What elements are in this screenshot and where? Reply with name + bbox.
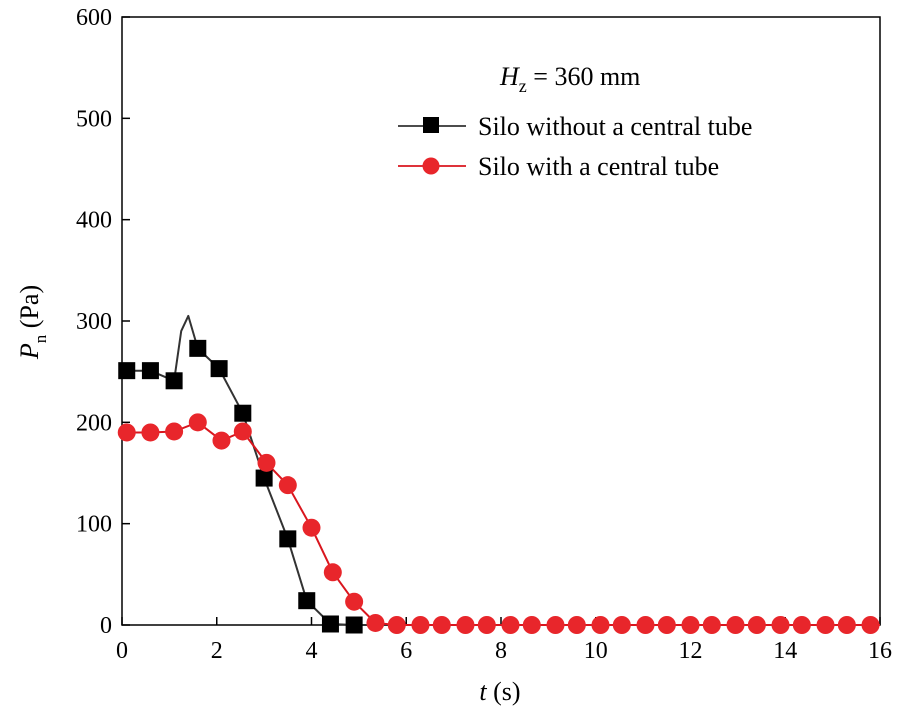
series-1-point-33 — [861, 616, 880, 634]
series-1-point-3 — [188, 413, 207, 432]
y-tick-label-1: 100 — [76, 512, 112, 538]
series-0-point-1 — [141, 362, 159, 380]
series-line-0 — [126, 314, 880, 626]
series-1-point-22 — [612, 616, 631, 634]
series-1-point-20 — [567, 616, 586, 634]
series-1-point-15 — [456, 616, 475, 634]
x-tick-label-1: 2 — [211, 638, 223, 664]
series-1-point-24 — [657, 616, 676, 634]
series-1-point-16 — [477, 616, 496, 634]
series-0-point-10 — [345, 616, 363, 634]
y-axis-var: P — [15, 343, 44, 360]
legend: Silo without a central tube Silo with a … — [398, 112, 752, 181]
series-0-point-4 — [210, 360, 228, 378]
series-1-point-25 — [681, 616, 700, 634]
series-1-point-31 — [816, 616, 835, 634]
series-1-point-11 — [366, 613, 385, 632]
series-1-point-27 — [726, 616, 745, 634]
series-0-point-7 — [279, 530, 297, 548]
series-0-point-0 — [118, 362, 136, 380]
series-line-1 — [126, 421, 880, 626]
y-tick-label-5: 500 — [76, 106, 112, 132]
series-1-point-30 — [792, 616, 811, 634]
y-tick-label-0: 0 — [100, 613, 112, 639]
series-0-point-5 — [234, 404, 252, 422]
y-tick-label-2: 200 — [76, 410, 112, 436]
annotation-text: = 360 mm — [527, 62, 641, 91]
series-1-point-18 — [522, 616, 541, 634]
series-0-point-9 — [321, 615, 339, 633]
series-1-point-21 — [591, 616, 610, 634]
series-0-point-8 — [298, 592, 316, 610]
series-1-point-32 — [837, 616, 856, 634]
series-1-point-8 — [302, 518, 321, 537]
series-1-point-19 — [546, 616, 565, 634]
y-axis-sub: n — [31, 334, 50, 343]
plot-frame — [121, 16, 881, 626]
series-1-point-7 — [278, 476, 297, 495]
legend-marker-0 — [423, 117, 439, 133]
y-tick-label-6: 600 — [76, 5, 112, 31]
series-0-point-6 — [255, 469, 273, 487]
series-1-point-17 — [501, 616, 520, 634]
x-tick-label-5: 10 — [584, 638, 608, 664]
x-tick-label-2: 4 — [306, 638, 318, 664]
y-tick-label-3: 300 — [76, 309, 112, 335]
x-tick-label-4: 8 — [495, 638, 507, 664]
annotation-sub: z — [519, 76, 527, 96]
x-tick-label-0: 0 — [116, 638, 128, 664]
series-lines — [126, 314, 880, 626]
series-1-point-26 — [702, 616, 721, 634]
series-1-point-29 — [771, 616, 790, 634]
series-1-point-9 — [323, 563, 342, 582]
series-markers — [117, 339, 880, 634]
x-tick-label-3: 6 — [400, 638, 412, 664]
series-1-point-2 — [165, 422, 184, 441]
y-tick-label-4: 400 — [76, 208, 112, 234]
annotation-var: H — [499, 62, 520, 91]
series-1-point-0 — [117, 423, 136, 442]
series-1-point-10 — [345, 592, 364, 611]
x-axis-label: t (s) — [479, 677, 520, 706]
series-1-point-14 — [432, 616, 451, 634]
x-tick-label-6: 12 — [679, 638, 703, 664]
series-1-point-5 — [233, 422, 252, 441]
x-axis-var: t — [479, 677, 487, 706]
x-axis-unit: (s) — [487, 677, 521, 706]
series-0-point-3 — [189, 339, 207, 357]
series-1-point-1 — [141, 423, 160, 442]
series-1-point-4 — [212, 431, 231, 450]
series-1-point-23 — [636, 616, 655, 634]
y-axis-unit: (Pa) — [15, 285, 44, 335]
x-tick-label-8: 16 — [868, 638, 892, 664]
legend-marker-1 — [422, 157, 440, 175]
series-1-point-28 — [747, 616, 766, 634]
series-0-point-2 — [165, 372, 183, 390]
axis-ticks: 0 2 4 6 8 10 12 14 16 0 100 200 300 400 500 600 — [76, 5, 892, 664]
legend-label-1: Silo with a central tube — [478, 152, 719, 181]
annotation: Hz = 360 mm — [499, 62, 640, 96]
legend-label-0: Silo without a central tube — [478, 112, 752, 141]
series-1-point-12 — [387, 616, 406, 634]
x-tick-label-7: 14 — [773, 638, 797, 664]
series-1-point-6 — [257, 453, 276, 472]
series-1-point-13 — [411, 616, 430, 634]
y-axis-label: Pn (Pa) — [15, 285, 50, 360]
